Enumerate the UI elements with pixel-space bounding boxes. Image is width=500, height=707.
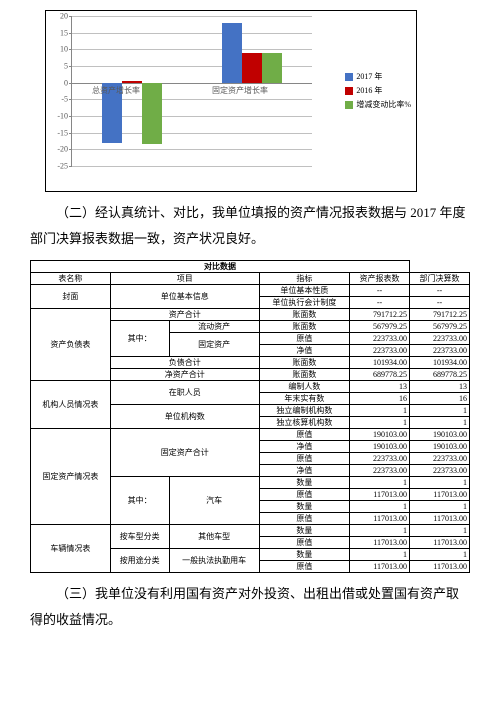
chart-legend: 2017 年2016 年增减变动比率%: [345, 71, 411, 113]
paragraph-3: （三）我单位没有利用国有资产对外投资、出租出借或处置国有资产取得的收益情况。: [30, 581, 470, 633]
th-indicator: 指标: [259, 273, 349, 285]
th-name: 表名称: [31, 273, 111, 285]
th-budget: 部门决算数: [410, 273, 470, 285]
th-asset: 资产报表数: [350, 273, 410, 285]
row-fixed-asset: 固定资产情况表: [31, 429, 111, 525]
comparison-table: 对比数据 表名称 项目 指标 资产报表数 部门决算数 封面 单位基本信息 单位基…: [30, 260, 470, 573]
row-vehicle: 车辆情况表: [31, 525, 111, 573]
row-balance: 资产负债表: [31, 309, 111, 381]
paragraph-2: （二）经认真统计、对比，我单位填报的资产情况报表数据与 2017 年度部门决算报…: [30, 200, 470, 252]
row-cover: 封面: [31, 285, 111, 309]
row-personnel: 机构人员情况表: [31, 381, 111, 429]
growth-chart: -25-20-15-10-505101520总资产增长率固定资产增长率 2017…: [45, 10, 417, 192]
table-title: 对比数据: [31, 261, 410, 273]
th-item: 项目: [110, 273, 259, 285]
